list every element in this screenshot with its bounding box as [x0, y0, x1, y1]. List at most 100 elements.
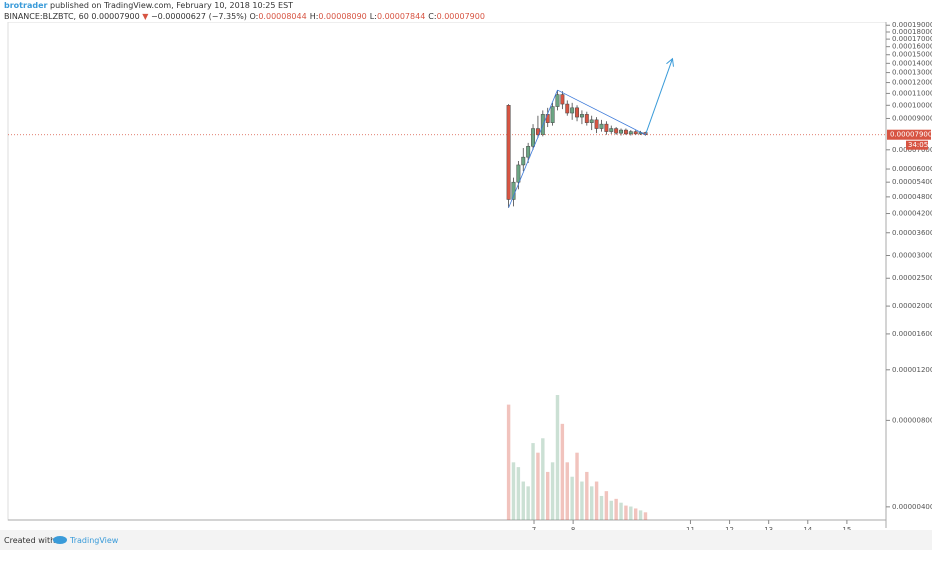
y-tick-label: 0.00004200	[892, 210, 932, 218]
countdown-bg	[906, 140, 928, 150]
candle-body	[623, 129, 628, 135]
price-label-bg	[887, 129, 931, 140]
volume-bar	[531, 443, 535, 520]
y-tick-label: 0.00014000	[892, 59, 932, 67]
y-tick-label: 0.00000400	[892, 503, 932, 511]
candle-body	[570, 107, 575, 114]
ohlc-key: H:	[309, 12, 319, 21]
volume-bar	[619, 502, 623, 520]
volume-bar	[545, 471, 550, 520]
plot-frame	[7, 22, 887, 521]
volume-bar	[516, 467, 521, 520]
volume-bar	[511, 462, 516, 520]
y-tick-label: 0.00000800	[892, 416, 932, 424]
volume-bar	[555, 395, 560, 520]
y-tick-label: 0.00015000	[892, 51, 932, 59]
author[interactable]: brotrader	[4, 1, 48, 10]
ohlc: O:0.00008044 H:0.00008090 L:0.00007844 C:0.…	[249, 12, 487, 21]
volume-bar	[536, 452, 540, 520]
volume-bar	[526, 486, 530, 520]
trend-line	[508, 89, 558, 208]
ohlc-key: L:	[369, 12, 377, 21]
y-tick-label: 0.00001200	[892, 366, 932, 374]
volume-bar	[604, 491, 609, 520]
candle-body	[628, 131, 633, 135]
price-label: 0.00007900	[890, 131, 932, 139]
y-tick-label: 0.00002000	[892, 302, 932, 310]
y-tick-label: 0.00006000	[892, 165, 932, 173]
volume-bar	[560, 423, 565, 520]
countdown: 34:05	[908, 141, 928, 149]
volume-bar	[599, 495, 604, 520]
y-tick-label: 0.00005400	[892, 178, 932, 186]
volume-bar	[550, 462, 555, 520]
volume-bar	[609, 500, 613, 520]
candle-body	[599, 123, 604, 129]
y-tick-label: 0.00017000	[892, 35, 932, 43]
volume-bar	[580, 481, 584, 520]
last: 0.00007900	[91, 12, 140, 21]
change: −0.00000627 (−7.35%)	[150, 12, 247, 21]
candle-body	[594, 119, 599, 129]
y-tick-label: 0.00019000	[892, 22, 932, 29]
y-tick-label: 0.00001600	[892, 330, 932, 338]
candle-body	[506, 105, 511, 200]
volume-bar	[565, 462, 569, 520]
ohlc-value: 0.00008090	[318, 12, 367, 21]
y-tick-label: 0.00012000	[892, 79, 932, 87]
candle-body	[575, 107, 579, 118]
volume-bar	[570, 476, 574, 520]
candle-body	[565, 103, 570, 114]
y-tick-label: 0.00011000	[892, 89, 932, 97]
candle-body	[609, 128, 614, 132]
volume-bar	[589, 486, 594, 520]
brand[interactable]: TradingView	[70, 536, 119, 545]
volume-bar	[585, 471, 589, 520]
candle-body	[521, 156, 526, 166]
candle-body	[589, 119, 594, 123]
candle-body	[526, 146, 531, 158]
header-line: brotrader published on TradingView.com, …	[4, 1, 293, 10]
logo	[53, 536, 67, 544]
volume-bar	[541, 438, 545, 520]
forecast-arrow	[645, 58, 673, 135]
candle-body	[550, 106, 555, 123]
trend-line	[557, 89, 646, 136]
y-tick-label: 0.00003600	[892, 229, 932, 237]
y-tick-label: 0.00003000	[892, 252, 932, 260]
y-tick-label: 0.00016000	[892, 43, 932, 51]
candle-body	[579, 114, 584, 118]
volume-bar	[638, 510, 643, 520]
ohlc-value: 0.00007844	[376, 12, 426, 21]
arrow: ▼	[142, 12, 149, 21]
y-tick-label: 0.00018000	[892, 28, 932, 36]
ohlc-value: 0.00008044	[258, 12, 307, 21]
chart: 0.000190000.000180000.000170000.00016000…	[7, 22, 932, 534]
arrow-head	[666, 57, 674, 67]
volume-bar	[575, 452, 579, 520]
symbol-line: BINANCE:BLZBTC, 60 0.00007900 ▼ −0.00000…	[4, 12, 488, 21]
published: published on TradingView.com, February 1…	[49, 1, 294, 10]
ohlc-key: C:	[428, 12, 437, 21]
y-tick-label: 0.00010000	[892, 101, 932, 109]
candle-body	[633, 131, 638, 135]
volume-bar	[594, 481, 599, 520]
volume-bar	[629, 506, 633, 520]
y-tick-label: 0.00007000	[892, 146, 932, 154]
y-tick-label: 0.00002500	[892, 274, 932, 282]
candle-body	[560, 94, 565, 105]
y-tick-label: 0.00004800	[892, 193, 932, 201]
created: Created with	[4, 536, 56, 545]
volume-bar	[633, 508, 638, 520]
volume-bar	[643, 512, 648, 520]
candle-body	[555, 94, 560, 107]
ohlc-key: O:	[249, 12, 259, 21]
candle-body	[531, 128, 536, 147]
y-tick-label: 0.00009000	[892, 114, 932, 122]
symbol: BINANCE:BLZBTC, 60	[4, 12, 89, 21]
candle-body	[619, 129, 623, 134]
volume-bar	[521, 481, 525, 520]
candle-body	[614, 128, 619, 134]
candle-body	[584, 114, 589, 123]
volume-bar	[506, 404, 511, 520]
